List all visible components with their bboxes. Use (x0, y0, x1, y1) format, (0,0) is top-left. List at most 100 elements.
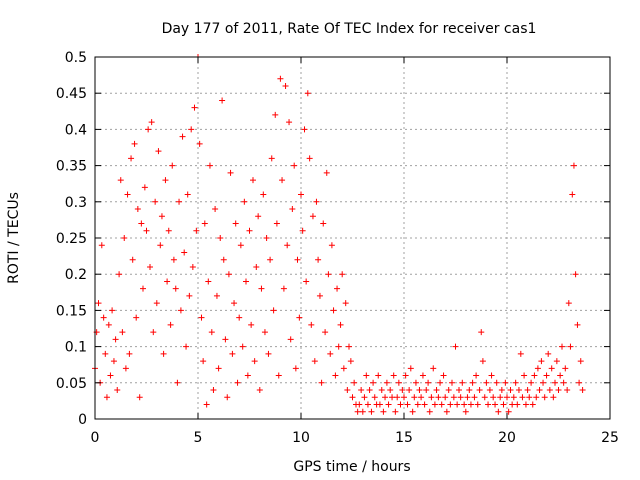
data-point (189, 263, 196, 270)
data-point (153, 300, 160, 307)
y-tick-label: 0.4 (65, 122, 87, 138)
data-point (572, 271, 579, 278)
y-tick-label: 0.1 (65, 340, 87, 356)
data-point (265, 350, 272, 357)
data-point (167, 321, 174, 328)
data-point (148, 119, 155, 126)
data-point (498, 387, 505, 394)
data-point (201, 220, 208, 227)
data-point (553, 358, 560, 365)
data-point (394, 394, 401, 401)
data-point (320, 220, 327, 227)
data-point (210, 387, 217, 394)
data-point (431, 401, 438, 408)
data-point (473, 372, 480, 379)
data-point (370, 379, 377, 386)
data-point (258, 285, 265, 292)
data-point (438, 401, 445, 408)
data-point (152, 198, 159, 205)
data-point (418, 394, 425, 401)
data-point (481, 394, 488, 401)
data-point (251, 358, 258, 365)
data-point (109, 307, 116, 314)
data-point (536, 387, 543, 394)
data-point (492, 401, 499, 408)
data-point (522, 401, 529, 408)
data-point (517, 350, 524, 357)
data-point (298, 191, 304, 198)
data-point (345, 343, 352, 350)
data-point (447, 401, 454, 408)
data-point (354, 408, 361, 415)
data-point (363, 372, 370, 379)
data-point (143, 227, 150, 234)
data-point (402, 372, 409, 379)
data-point (548, 365, 555, 372)
data-point (364, 401, 371, 408)
data-point (217, 235, 224, 241)
data-point (464, 394, 471, 401)
data-point (478, 329, 485, 336)
data-point (205, 278, 212, 285)
data-point (461, 401, 468, 408)
data-point (560, 379, 567, 386)
data-point (241, 198, 248, 205)
data-point (170, 256, 177, 263)
data-point (421, 401, 428, 408)
data-point (452, 343, 459, 350)
data-point (100, 314, 107, 321)
data-point (325, 271, 332, 278)
data-point (459, 379, 466, 386)
data-point (579, 387, 586, 394)
data-point (129, 256, 136, 263)
data-point (332, 372, 339, 379)
data-point (236, 314, 243, 321)
data-point (555, 387, 562, 394)
data-point (412, 379, 419, 386)
data-point (158, 213, 165, 220)
chart-title: Day 177 of 2011, Rate Of TEC Index for r… (162, 21, 537, 37)
data-point (141, 184, 148, 191)
data-point (242, 278, 249, 285)
data-point (385, 401, 392, 408)
data-point (250, 177, 257, 184)
data-point (485, 401, 492, 408)
data-point (462, 408, 469, 415)
data-point (570, 162, 577, 169)
data-point (273, 220, 280, 227)
data-point (162, 177, 169, 184)
data-point (423, 387, 430, 394)
data-point (126, 350, 133, 357)
data-point (128, 155, 135, 162)
data-point (263, 235, 270, 241)
data-point (260, 191, 267, 198)
data-point (541, 394, 548, 401)
data-point (119, 329, 126, 336)
data-point (486, 387, 493, 394)
data-point (425, 379, 432, 386)
data-point (306, 155, 313, 162)
data-point (443, 408, 450, 415)
data-point (395, 379, 402, 386)
x-tick-label: 10 (292, 430, 310, 446)
data-point (212, 206, 219, 213)
data-point (294, 256, 301, 263)
data-point (490, 394, 497, 401)
data-point (206, 162, 213, 169)
data-point (351, 379, 358, 386)
y-tick-label: 0.2 (65, 267, 87, 283)
data-point (476, 387, 483, 394)
y-tick-label: 0.5 (65, 50, 87, 66)
data-point (299, 227, 306, 234)
data-point (232, 220, 239, 227)
data-point (248, 321, 255, 328)
data-point (121, 235, 128, 241)
data-point (457, 394, 464, 401)
data-point (356, 401, 363, 408)
data-point (139, 285, 146, 292)
data-point (380, 408, 387, 415)
data-point (521, 372, 528, 379)
data-point (510, 394, 517, 401)
x-tick-label: 25 (601, 430, 619, 446)
